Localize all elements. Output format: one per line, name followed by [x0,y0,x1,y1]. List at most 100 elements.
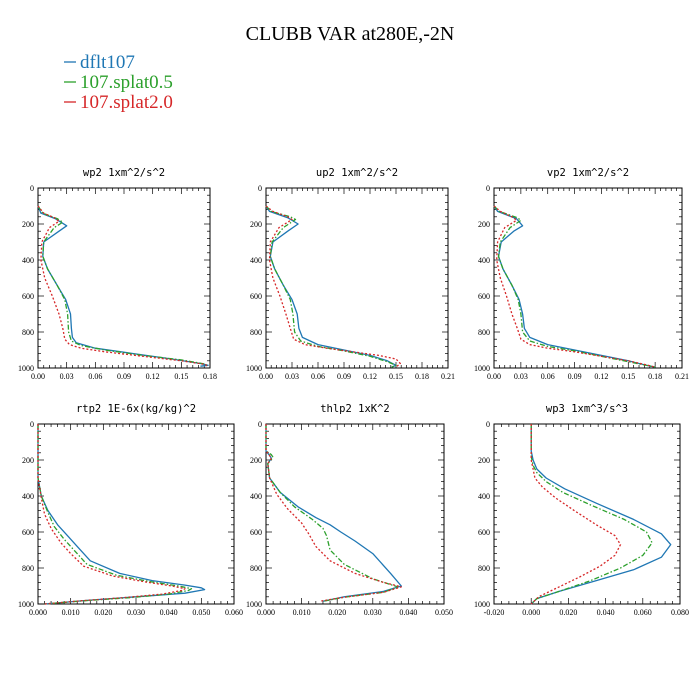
panel-4: rtp2 1E-6x(kg/kg)^2 0 200 400 600 800 10000.00… [18,403,243,617]
x-tick-label: 0.020 [559,608,577,617]
x-tick-label: 0.000 [522,608,540,617]
x-tick-label: 0.18 [648,372,662,381]
series-line-107-splat2-0 [493,205,656,368]
x-tick-label: 0.15 [174,372,188,381]
y-tick-label: 0 [30,184,34,193]
y-tick-label: 1000 [18,364,34,373]
series-line-dflt107 [265,424,402,602]
y-tick-label: 400 [478,256,490,265]
y-tick-label: 1000 [246,600,262,609]
x-tick-label: 0.12 [594,372,608,381]
x-tick-label: 0.030 [364,608,382,617]
plot-frame [493,423,681,605]
x-tick-label: 0.06 [541,372,555,381]
y-tick-label: 0 [486,420,490,429]
y-tick-label: 600 [478,292,490,301]
x-tick-label: 0.030 [127,608,145,617]
x-tick-label: 0.060 [225,608,243,617]
x-tick-label: 0.12 [146,372,160,381]
legend-label-1: dflt107 [80,52,135,73]
series-line-dflt107 [530,424,672,605]
x-tick-label: 0.03 [285,372,299,381]
x-tick-label: 0.00 [487,372,501,381]
series-line-107-splat0-5 [37,424,193,605]
y-tick-label: 600 [22,292,34,301]
y-tick-label: 600 [22,528,34,537]
x-tick-label: 0.00 [259,372,273,381]
series-line-107-splat2-0 [37,205,209,368]
x-tick-label: 0.040 [399,608,417,617]
series-line-dflt107 [493,205,656,368]
x-tick-label: 0.03 [60,372,74,381]
panel-title: vp2 1xm^2/s^2 [547,167,629,179]
y-tick-label: 800 [22,328,34,337]
y-tick-label: 800 [22,564,34,573]
x-tick-label: 0.03 [514,372,528,381]
figure-title: CLUBB VAR at280E,-2N [246,23,455,45]
x-tick-label: -0.020 [484,608,505,617]
x-tick-label: 0.18 [203,372,217,381]
x-tick-label: 0.020 [328,608,346,617]
series-line-dflt107 [265,205,397,368]
y-tick-label: 400 [22,256,34,265]
x-tick-label: 0.00 [31,372,45,381]
y-tick-label: 800 [478,564,490,573]
x-tick-label: 0.050 [192,608,210,617]
y-tick-label: 200 [22,456,34,465]
panel-title: thlp2 1xK^2 [320,403,390,415]
legend-label-3: 107.splat2.0 [80,92,173,113]
series-line-107-splat2-0 [37,424,186,605]
x-tick-label: 0.040 [160,608,178,617]
panel-title: rtp2 1E-6x(kg/kg)^2 [76,403,196,415]
series-line-dflt107 [37,424,206,605]
series-line-107-splat2-0 [530,424,622,605]
x-tick-label: 0.21 [441,372,455,381]
x-tick-label: 0.15 [389,372,403,381]
x-tick-label: 0.080 [671,608,689,617]
x-tick-label: 0.000 [257,608,275,617]
legend-label-2: 107.splat0.5 [80,72,173,93]
x-tick-label: 0.06 [88,372,102,381]
x-tick-label: 0.010 [62,608,80,617]
x-tick-label: 0.15 [621,372,635,381]
y-tick-label: 1000 [18,600,34,609]
x-tick-label: 0.18 [415,372,429,381]
panel-title: wp3 1xm^3/s^3 [546,403,628,415]
x-tick-label: 0.060 [634,608,652,617]
y-tick-label: 1000 [246,364,262,373]
y-tick-label: 600 [478,528,490,537]
x-tick-label: 0.010 [293,608,311,617]
panel-title: wp2 1xm^2/s^2 [83,167,165,179]
x-tick-label: 0.000 [29,608,47,617]
y-tick-label: 0 [30,420,34,429]
y-tick-label: 200 [250,220,262,229]
y-tick-label: 400 [478,492,490,501]
x-tick-label: 0.09 [568,372,582,381]
plot-frame [37,187,211,369]
y-tick-label: 400 [22,492,34,501]
plot-frame [265,187,449,369]
y-tick-label: 200 [250,456,262,465]
series-line-107-splat0-5 [37,205,209,367]
x-tick-label: 0.09 [117,372,131,381]
series-line-dflt107 [37,205,209,367]
x-tick-label: 0.040 [597,608,615,617]
series-line-107-splat0-5 [530,424,653,605]
y-tick-label: 800 [478,328,490,337]
x-tick-label: 0.09 [337,372,351,381]
series-line-107-splat0-5 [265,424,399,602]
x-tick-label: 0.12 [363,372,377,381]
y-tick-label: 200 [22,220,34,229]
x-tick-label: 0.21 [675,372,689,381]
y-tick-label: 1000 [474,364,490,373]
x-tick-label: 0.020 [94,608,112,617]
x-tick-label: 0.06 [311,372,325,381]
y-tick-label: 0 [258,184,262,193]
